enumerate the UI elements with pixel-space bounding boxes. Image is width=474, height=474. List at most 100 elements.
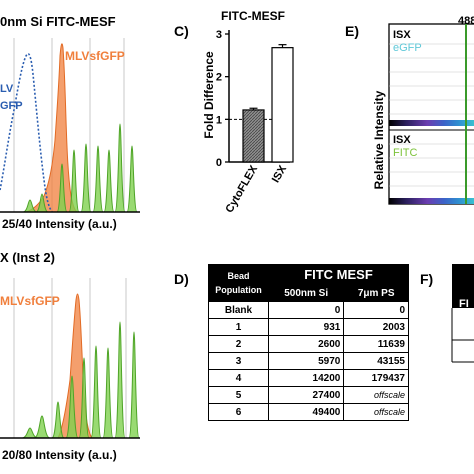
panel-b: X (Inst 2) MLVsfGFP 20/80 Intensity (a.u…: [0, 250, 140, 462]
table-cell-population: 6: [208, 403, 269, 421]
histogram-peak: [92, 145, 104, 213]
y-tick-label: 3: [216, 29, 222, 41]
header-bead: Bead: [227, 271, 250, 281]
panel-a-mlvsfgfp-label: MLVsfGFP: [65, 49, 125, 63]
table-cell-population: 1: [208, 318, 269, 336]
panel-f-letter: F): [420, 271, 433, 287]
panel-c-bars: [242, 44, 294, 163]
table-cell-si: 5970: [267, 352, 345, 370]
panel-e-upper-spectrum-strip: [389, 120, 474, 126]
y-tick-label: 1: [216, 114, 222, 126]
panel-e: E) 488 Relative Intensity ISX eGFP ISX F…: [345, 15, 474, 205]
panel-e-letter: E): [345, 23, 359, 39]
histogram-peak: [128, 331, 140, 439]
table-row: 2 2600 11639: [208, 335, 409, 353]
table-row: Blank 0 0: [208, 301, 409, 319]
histogram-peak: [51, 401, 65, 439]
panel-d-table: Bead Population FITC MESF 500nm Si 7μm P…: [208, 264, 409, 421]
histogram-peak: [114, 321, 126, 439]
y-tick-label: 0: [216, 157, 222, 169]
panel-c-y-axis-label: Fold Difference: [202, 51, 216, 139]
header-bead-population: Bead Population: [208, 264, 269, 302]
panel-e-upper-gridlines: [389, 43, 474, 115]
panel-a-blue-dotted-histogram: [0, 52, 53, 213]
panel-f-header-block: [452, 264, 474, 308]
panel-c-title: FITC-MESF: [221, 9, 285, 23]
panel-b-mlvsfgfp-label: MLVsfGFP: [0, 294, 60, 308]
histogram-peak: [35, 193, 49, 213]
panel-f-header-fragment: FI: [459, 298, 469, 310]
panel-c-category-labels: CytoFLEX ISX: [223, 163, 289, 215]
histogram-peak: [90, 345, 102, 439]
table-cell-ps: 43155: [343, 352, 409, 370]
histogram-peak: [68, 149, 80, 213]
table-header-row-2: 500nm Si 7μm PS: [209, 284, 409, 302]
histogram-peak: [33, 415, 51, 439]
panel-e-upper-egfp: eGFP: [393, 42, 422, 54]
panel-e-lower-fitc: FITC: [393, 147, 417, 159]
panel-c: C) FITC-MESF Fold Difference 0 1 2 3 CytoFL…: [174, 9, 294, 215]
table-cell-si: 14200: [267, 369, 345, 387]
histogram-peak: [65, 375, 79, 439]
table-cell-population: 2: [208, 335, 269, 353]
table-cell-ps: offscale: [343, 386, 409, 404]
table-cell-si: 49400: [267, 403, 345, 421]
table-cell-population: Blank: [208, 301, 269, 319]
panel-a-orange-histogram: [25, 43, 79, 213]
panel-a-egfp-label-bottom: GFP: [0, 100, 23, 112]
table-cell-population: 3: [208, 352, 269, 370]
table-cell-si: 0: [267, 301, 345, 319]
panel-a-green-peaks: [22, 123, 138, 213]
histogram-peak: [102, 347, 114, 439]
panel-a-gridlines: [13, 38, 125, 212]
bar-isx: [271, 47, 294, 163]
panel-a-title: 0nm Si FITC-MESF: [0, 14, 116, 29]
histogram-peak: [126, 145, 138, 213]
y-tick-label: 2: [216, 72, 222, 84]
table-cell-ps: 179437: [343, 369, 409, 387]
panel-b-x-axis-label: 20/80 Intensity (a.u.): [2, 448, 117, 462]
table-row: 4 14200 179437: [208, 369, 409, 387]
histogram-peak: [114, 123, 126, 213]
panel-c-letter: C): [174, 23, 189, 39]
header-7um-ps: 7μm PS: [343, 284, 409, 302]
histogram-peak: [103, 149, 115, 213]
panel-c-y-ticks: 0 1 2 3: [216, 29, 229, 169]
panel-d-table-body: Blank 0 0 1 931 2003 2 2600 11639 3 5970 43155 4 1420…: [208, 301, 409, 421]
histogram-peak: [80, 143, 92, 213]
table-cell-si: 931: [267, 318, 345, 336]
panel-d-letter: D): [174, 271, 189, 287]
category-label: CytoFLEX: [223, 163, 260, 215]
panel-e-upper-isx: ISX: [393, 29, 411, 41]
table-header-row-1: Bead Population FITC MESF: [208, 264, 409, 302]
panel-f: F) FI: [420, 264, 474, 363]
table-cell-ps: 0: [343, 301, 409, 319]
header-population: Population: [215, 285, 262, 295]
table-cell-si: 27400: [267, 386, 345, 404]
histogram-peak: [78, 357, 90, 439]
histogram-peak: [56, 163, 68, 213]
table-cell-ps: offscale: [343, 403, 409, 421]
panel-e-lower-gridlines: [389, 143, 474, 187]
table-row: 3 5970 43155: [208, 352, 409, 370]
table-cell-ps: 11639: [343, 335, 409, 353]
panel-a: 0nm Si FITC-MESF MLVsfGFP LV GFP 25/40 I…: [0, 14, 140, 231]
bar-cytoflex: [242, 109, 265, 163]
panel-e-lower-isx: ISX: [393, 134, 411, 146]
table-row: 1 931 2003: [208, 318, 409, 336]
table-cell-population: 4: [208, 369, 269, 387]
table-row: 6 49400 offscale: [208, 403, 409, 421]
panel-e-y-axis-label: Relative Intensity: [372, 90, 386, 189]
panel-b-gridlines: [13, 278, 127, 438]
header-500nm-si: 500nm Si: [267, 284, 345, 302]
table-row: 5 27400 offscale: [208, 386, 409, 404]
histogram-peak: [22, 199, 38, 213]
panel-e-lower-spectrum-strip: [389, 198, 474, 204]
table-cell-si: 2600: [267, 335, 345, 353]
table-cell-ps: 2003: [343, 318, 409, 336]
panel-b-title: X (Inst 2): [0, 250, 55, 265]
panel-b-green-peaks: [21, 321, 140, 439]
panel-a-x-axis-label: 25/40 Intensity (a.u.): [2, 217, 117, 231]
panel-a-egfp-label-top: LV: [0, 83, 14, 95]
